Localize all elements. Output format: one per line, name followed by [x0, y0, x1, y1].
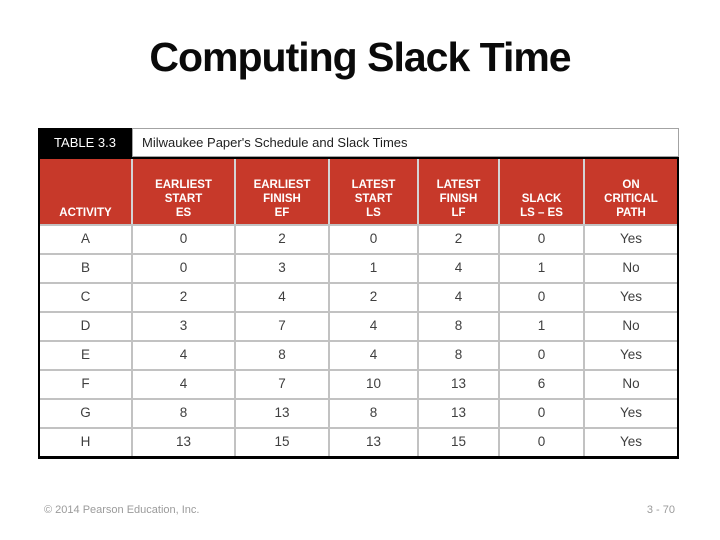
table-cell: D: [80, 318, 91, 333]
column-header: EARLIEST FINISH EF: [234, 159, 328, 224]
table-number-label: TABLE 3.3: [38, 128, 132, 157]
table-row: H 13 15 13 15 0 Yes: [40, 427, 677, 456]
table-cell: 2: [417, 226, 498, 253]
page-number: 3 - 70: [646, 504, 675, 516]
table-cell: No: [583, 255, 677, 282]
table-cell: Yes: [583, 284, 677, 311]
table-cell: 0: [498, 226, 583, 253]
table-cell: 4: [328, 313, 417, 340]
table-cell: 2: [328, 284, 417, 311]
table-cell: 6: [498, 371, 583, 398]
table-cell: 4: [131, 371, 234, 398]
table-cell: 3: [131, 313, 234, 340]
table-cell: Yes: [583, 226, 677, 253]
table-row: G 8 13 8 13 0 Yes: [40, 398, 677, 427]
table-cell: No: [583, 313, 677, 340]
table-body: A 0 2 0 2 0 Yes B 0 3 1 4 1 No C 2 4 2 4 0 Yes D 3 7 4 8 1 No E 4 8 4 8 0…: [40, 224, 677, 456]
table-cell: 1: [498, 255, 583, 282]
table-cell: 0: [498, 284, 583, 311]
table-cell: 13: [328, 429, 417, 456]
table-row: C 2 4 2 4 0 Yes: [40, 282, 677, 311]
table-cell: Yes: [583, 342, 677, 369]
table-cell: 4: [328, 342, 417, 369]
slide-title: Computing Slack Time: [149, 34, 571, 80]
table-cell: 8: [131, 400, 234, 427]
table-cell: 0: [328, 226, 417, 253]
schedule-table: TABLE 3.3 Milwaukee Paper's Schedule and…: [38, 128, 679, 459]
table-cell: 1: [328, 255, 417, 282]
table-cell: 0: [498, 342, 583, 369]
table-cell: G: [80, 405, 91, 420]
table-cell: 2: [234, 226, 328, 253]
table-row: E 4 8 4 8 0 Yes: [40, 340, 677, 369]
column-header: ON CRITICAL PATH: [583, 159, 677, 224]
table-cell: 4: [234, 284, 328, 311]
table-cell: 13: [131, 429, 234, 456]
table-cell: A: [80, 231, 90, 246]
column-header: ACTIVITY: [59, 207, 112, 219]
column-header: LATEST FINISH LF: [417, 159, 498, 224]
table-row: B 0 3 1 4 1 No: [40, 253, 677, 282]
table-cell: 0: [498, 429, 583, 456]
table-cell: 0: [131, 226, 234, 253]
table-cell: 10: [328, 371, 417, 398]
table-row: A 0 2 0 2 0 Yes: [40, 224, 677, 253]
table-row: D 3 7 4 8 1 No: [40, 311, 677, 340]
table-cell: 15: [417, 429, 498, 456]
table-cell: 4: [131, 342, 234, 369]
table-cell: Yes: [583, 429, 677, 456]
table-cell: B: [80, 260, 90, 275]
table-cell: 13: [417, 400, 498, 427]
table-cell: 8: [234, 342, 328, 369]
table-cell: 0: [498, 400, 583, 427]
column-header: EARLIEST START ES: [131, 159, 234, 224]
copyright-text: © 2014 Pearson Education, Inc.: [44, 504, 200, 516]
table-cell: 13: [417, 371, 498, 398]
table-caption-bar: TABLE 3.3 Milwaukee Paper's Schedule and…: [38, 128, 679, 157]
table-cell: C: [80, 289, 91, 304]
table-cell: E: [80, 347, 90, 362]
table-cell: 8: [417, 342, 498, 369]
table-cell: 1: [498, 313, 583, 340]
table-cell: 8: [417, 313, 498, 340]
column-header: LATEST START LS: [328, 159, 417, 224]
table-row: F 4 7 10 13 6 No: [40, 369, 677, 398]
table-cell: 7: [234, 313, 328, 340]
table-cell: F: [81, 376, 90, 391]
table-cell: 13: [234, 400, 328, 427]
table-grid: ACTIVITY EARLIEST START ES EARLIEST FINISH…: [38, 157, 679, 459]
column-header: SLACK LS – ES: [498, 159, 583, 224]
table-cell: 15: [234, 429, 328, 456]
table-cell: 4: [417, 284, 498, 311]
table-cell: 8: [328, 400, 417, 427]
table-cell: No: [583, 371, 677, 398]
table-cell: 2: [131, 284, 234, 311]
table-cell: H: [80, 434, 91, 449]
table-cell: 3: [234, 255, 328, 282]
table-cell: Yes: [583, 400, 677, 427]
table-cell: 7: [234, 371, 328, 398]
table-caption: Milwaukee Paper's Schedule and Slack Tim…: [132, 128, 679, 157]
table-header-row: ACTIVITY EARLIEST START ES EARLIEST FINISH…: [40, 159, 677, 224]
table-cell: 4: [417, 255, 498, 282]
table-cell: 0: [131, 255, 234, 282]
